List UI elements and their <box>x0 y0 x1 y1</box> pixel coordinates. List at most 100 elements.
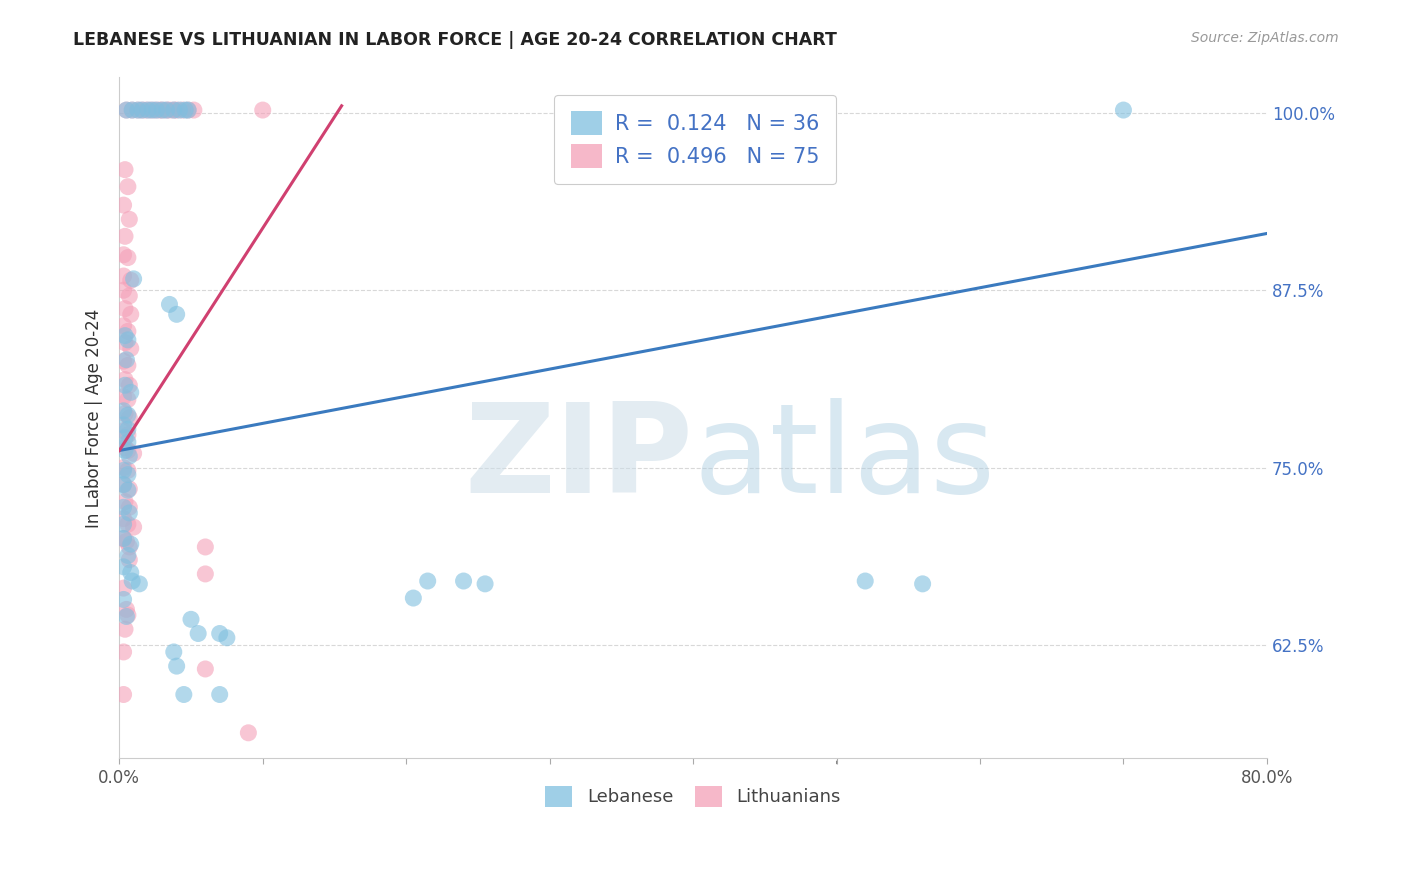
Point <box>853 574 876 588</box>
Point <box>117 422 139 436</box>
Point <box>474 577 496 591</box>
Point <box>194 566 217 581</box>
Point <box>117 517 139 532</box>
Point <box>114 622 136 636</box>
Point <box>112 592 135 607</box>
Point <box>114 328 136 343</box>
Point <box>128 577 150 591</box>
Point <box>112 354 135 368</box>
Point <box>115 103 138 117</box>
Point <box>121 103 143 117</box>
Point <box>117 443 139 458</box>
Point <box>156 103 179 117</box>
Point <box>122 272 145 286</box>
Point <box>115 602 138 616</box>
Point <box>911 577 934 591</box>
Legend: Lebanese, Lithuanians: Lebanese, Lithuanians <box>538 779 848 814</box>
Point <box>117 467 139 482</box>
Point <box>112 532 135 546</box>
Point <box>112 424 135 438</box>
Point <box>166 659 188 673</box>
Point <box>114 443 136 458</box>
Point <box>117 179 139 194</box>
Point <box>112 532 135 546</box>
Point <box>117 333 139 347</box>
Point <box>118 482 141 496</box>
Text: LEBANESE VS LITHUANIAN IN LABOR FORCE | AGE 20-24 CORRELATION CHART: LEBANESE VS LITHUANIAN IN LABOR FORCE | … <box>73 31 837 49</box>
Point <box>114 431 136 445</box>
Point <box>117 608 139 623</box>
Point <box>122 520 145 534</box>
Point <box>117 483 139 498</box>
Point <box>117 251 139 265</box>
Point <box>115 103 138 117</box>
Point <box>163 103 186 117</box>
Point <box>117 435 139 450</box>
Point <box>238 726 260 740</box>
Point <box>117 463 139 477</box>
Point <box>112 511 135 525</box>
Point <box>112 460 135 475</box>
Point <box>145 103 167 117</box>
Point <box>177 103 200 117</box>
Point <box>112 500 135 515</box>
Point <box>117 359 139 373</box>
Point <box>114 407 136 421</box>
Point <box>174 103 197 117</box>
Point <box>163 103 186 117</box>
Point <box>115 609 138 624</box>
Point <box>131 103 153 117</box>
Point <box>121 103 143 117</box>
Point <box>114 229 136 244</box>
Point <box>112 477 135 491</box>
Point <box>143 103 166 117</box>
Point <box>159 103 181 117</box>
Point <box>114 335 136 350</box>
Point <box>118 553 141 567</box>
Point <box>1112 103 1135 117</box>
Point <box>118 378 141 392</box>
Point <box>114 441 136 455</box>
Point <box>118 289 141 303</box>
Point <box>112 463 135 477</box>
Text: Source: ZipAtlas.com: Source: ZipAtlas.com <box>1191 31 1339 45</box>
Point <box>112 477 135 491</box>
Point <box>208 688 231 702</box>
Point <box>112 559 135 574</box>
Point <box>208 626 231 640</box>
Point <box>118 540 141 554</box>
Point <box>112 645 135 659</box>
Point <box>141 103 163 117</box>
Point <box>163 645 186 659</box>
Point <box>117 428 139 442</box>
Point <box>115 534 138 549</box>
Point <box>166 307 188 321</box>
Point <box>118 410 141 425</box>
Point <box>112 283 135 297</box>
Text: ZIP: ZIP <box>464 398 693 519</box>
Point <box>117 392 139 407</box>
Point <box>215 631 238 645</box>
Point <box>416 574 439 588</box>
Point <box>112 404 135 418</box>
Point <box>117 408 139 422</box>
Point <box>117 549 139 563</box>
Point <box>118 449 141 463</box>
Point <box>117 324 139 338</box>
Point <box>131 103 153 117</box>
Point <box>166 103 188 117</box>
Point <box>453 574 475 588</box>
Point <box>402 591 425 605</box>
Point <box>114 162 136 177</box>
Point <box>120 273 142 287</box>
Point <box>156 103 179 117</box>
Point <box>180 612 202 626</box>
Text: atlas: atlas <box>693 398 995 519</box>
Point <box>112 318 135 333</box>
Point <box>114 494 136 508</box>
Point <box>194 540 217 554</box>
Point <box>159 297 181 311</box>
Point <box>115 352 138 367</box>
Point <box>120 342 142 356</box>
Point <box>150 103 173 117</box>
